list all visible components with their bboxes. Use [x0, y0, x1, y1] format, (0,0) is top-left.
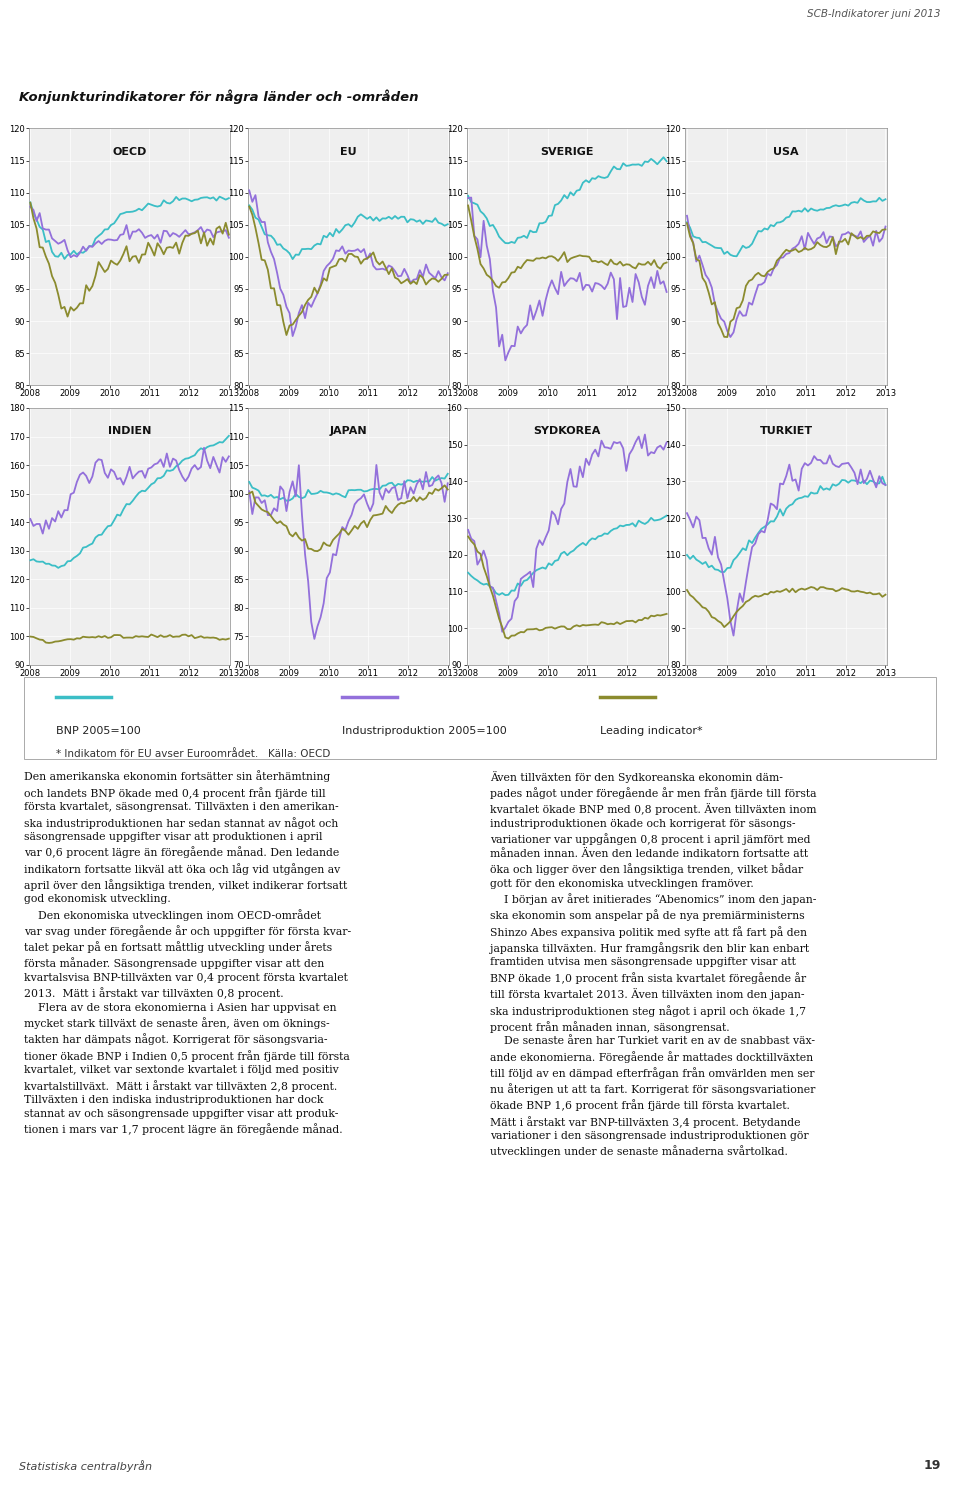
FancyBboxPatch shape — [24, 677, 936, 759]
Text: * Indikatom för EU avser Euroområdet.   Källa: OECD: * Indikatom för EU avser Euroområdet. Kä… — [56, 749, 330, 759]
Text: Konjunkturindikatorer för några länder och -områden: Konjunkturindikatorer för några länder o… — [19, 89, 419, 104]
Text: SCB-Indikatorer juni 2013: SCB-Indikatorer juni 2013 — [807, 9, 941, 20]
Text: BNP 2005=100: BNP 2005=100 — [56, 727, 141, 736]
Text: Leading indicator*: Leading indicator* — [600, 727, 703, 736]
Text: Statistiska centralbyrån: Statistiska centralbyrån — [19, 1460, 153, 1472]
Text: 19: 19 — [924, 1460, 941, 1472]
Text: INTERNATIONELL UTBLICK: INTERNATIONELL UTBLICK — [358, 44, 602, 62]
Text: Den amerikanska ekonomin fortsätter sin återhämtning
och landets BNP ökade med 0: Den amerikanska ekonomin fortsätter sin … — [24, 771, 351, 1135]
Text: Även tillväxten för den Sydkoreanska ekonomin däm-
pades något under föregående : Även tillväxten för den Sydkoreanska eko… — [490, 771, 816, 1157]
Text: Industriproduktion 2005=100: Industriproduktion 2005=100 — [342, 727, 507, 736]
